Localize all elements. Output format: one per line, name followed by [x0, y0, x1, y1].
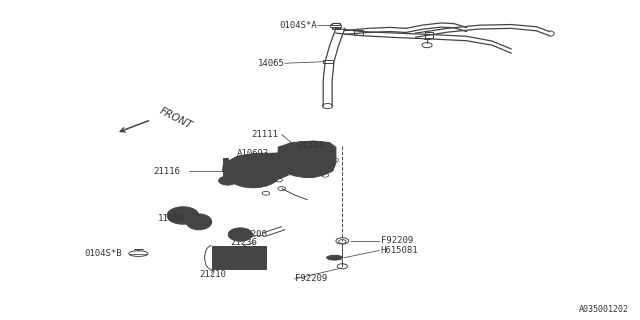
Ellipse shape — [167, 207, 199, 224]
Bar — [355, 30, 363, 35]
Text: FRONT: FRONT — [157, 106, 194, 131]
Text: 21236: 21236 — [231, 238, 258, 247]
Text: 0104S*A: 0104S*A — [279, 21, 317, 30]
Bar — [212, 246, 266, 269]
Bar — [332, 23, 340, 25]
Text: 14065: 14065 — [258, 59, 285, 68]
Polygon shape — [223, 153, 288, 182]
Text: A10693: A10693 — [237, 149, 269, 158]
Text: F92209: F92209 — [294, 275, 327, 284]
Ellipse shape — [326, 255, 342, 260]
Text: A035001202: A035001202 — [579, 305, 629, 314]
Text: H615081: H615081 — [381, 246, 418, 255]
Bar — [323, 60, 333, 63]
Text: 11060: 11060 — [157, 214, 184, 223]
Text: 21116: 21116 — [153, 167, 180, 176]
Text: 21200: 21200 — [241, 230, 268, 239]
Text: 21111: 21111 — [252, 130, 278, 139]
Text: 0104S*B: 0104S*B — [84, 249, 122, 258]
Polygon shape — [276, 141, 336, 178]
Ellipse shape — [186, 214, 212, 230]
Text: 21114: 21114 — [298, 141, 324, 150]
Text: 21210: 21210 — [199, 270, 226, 279]
Ellipse shape — [228, 228, 252, 241]
Bar — [425, 32, 433, 38]
Ellipse shape — [225, 155, 282, 188]
Text: F92209: F92209 — [381, 236, 413, 245]
Ellipse shape — [219, 176, 237, 185]
Bar — [223, 158, 228, 181]
Bar — [332, 28, 340, 29]
